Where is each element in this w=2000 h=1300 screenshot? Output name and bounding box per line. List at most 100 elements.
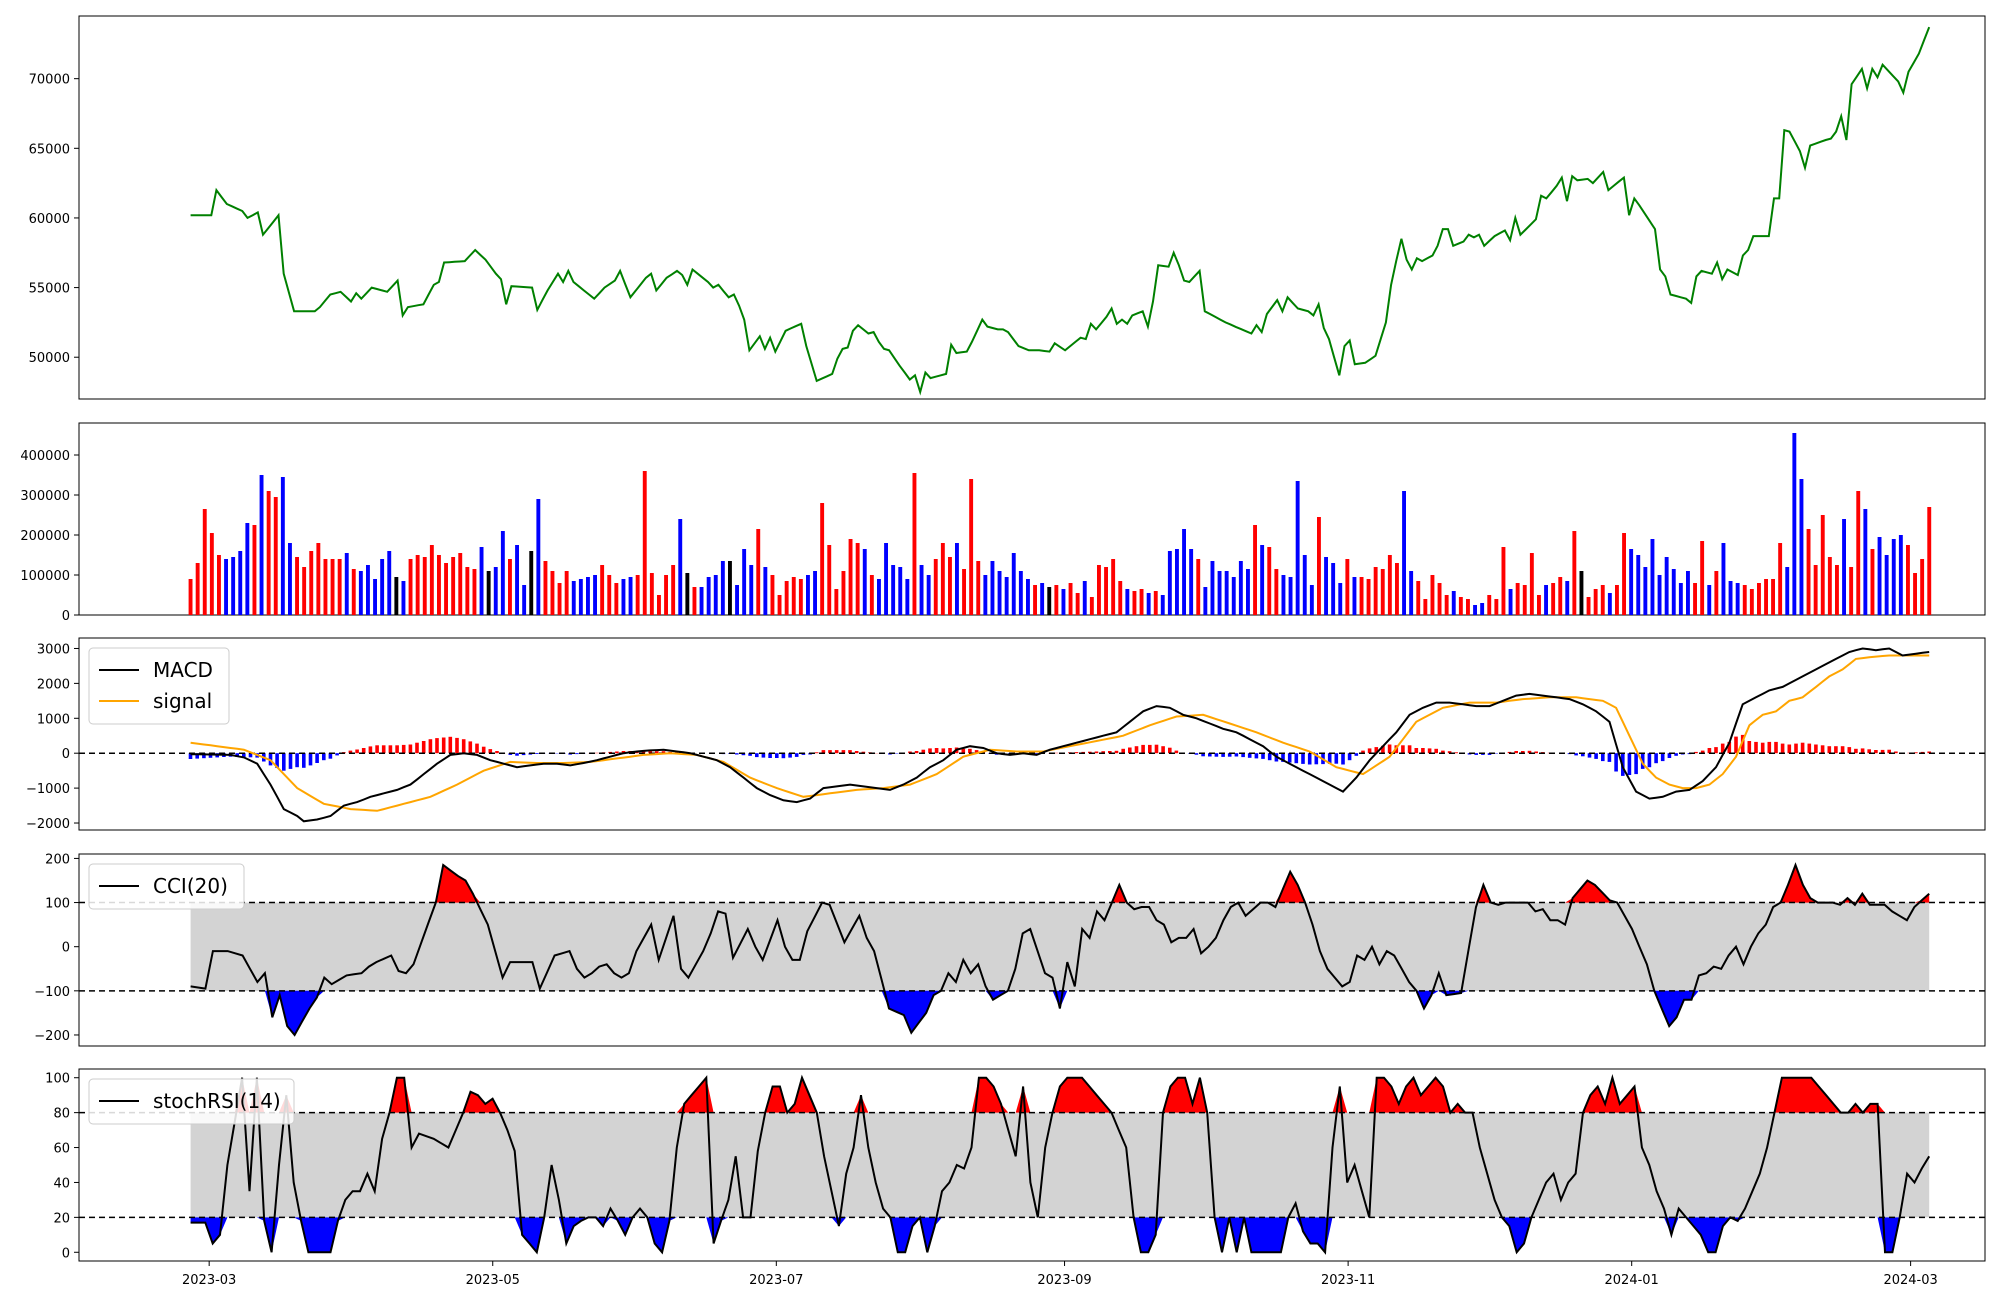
volume-bar bbox=[415, 555, 420, 615]
macd-histogram-bar bbox=[288, 753, 293, 769]
macd-histogram-bar bbox=[1074, 752, 1079, 754]
volume-bar bbox=[1274, 569, 1279, 615]
macd-histogram-bar bbox=[854, 751, 859, 754]
macd-histogram-bar bbox=[461, 739, 466, 754]
x-tick-label: 2024-03 bbox=[1883, 1273, 1937, 1288]
macd-histogram-bar bbox=[1441, 750, 1445, 754]
volume-bar bbox=[1281, 575, 1286, 615]
macd-histogram-bar bbox=[368, 746, 373, 754]
volume-bar bbox=[1359, 577, 1364, 615]
volume-bar bbox=[543, 561, 548, 615]
volume-bar bbox=[202, 509, 207, 615]
macd-histogram-bar bbox=[535, 753, 539, 754]
volume-bar bbox=[1054, 585, 1059, 615]
macd-histogram-bar bbox=[388, 745, 393, 754]
overbought-fill bbox=[234, 1077, 1885, 1113]
volume-bar bbox=[798, 579, 803, 615]
volume-bar bbox=[1082, 581, 1087, 615]
macd-histogram-bar bbox=[322, 753, 326, 761]
volume-bar bbox=[564, 571, 569, 615]
macd-histogram-bar bbox=[1401, 745, 1405, 754]
volume-bar bbox=[522, 585, 527, 615]
volume-bar bbox=[479, 547, 484, 615]
macd-histogram-bar bbox=[1101, 751, 1105, 754]
volume-bar bbox=[1686, 571, 1690, 615]
volume-bar bbox=[1558, 577, 1563, 615]
y-tick-label: 200000 bbox=[20, 529, 70, 544]
volume-bar bbox=[1373, 567, 1378, 615]
macd-histogram-bar bbox=[1860, 748, 1865, 754]
volume-bar bbox=[1402, 491, 1406, 615]
volume-bar bbox=[1515, 583, 1520, 615]
macd-histogram-bar bbox=[1254, 753, 1259, 759]
macd-histogram-bar bbox=[468, 741, 473, 754]
volume-bar bbox=[1728, 581, 1733, 615]
macd-histogram-bar bbox=[1700, 750, 1705, 754]
macd-histogram-bar bbox=[1521, 751, 1525, 754]
macd-histogram-bar bbox=[1634, 753, 1638, 775]
volume-bar bbox=[1260, 545, 1265, 615]
volume-bar bbox=[344, 553, 349, 615]
macd-histogram-bar bbox=[1847, 747, 1852, 754]
volume-bar bbox=[614, 583, 619, 615]
macd-histogram-bar bbox=[475, 743, 479, 754]
panel-frame bbox=[78, 1068, 1986, 1262]
y-tick-label: 20 bbox=[53, 1211, 70, 1226]
volume-bar bbox=[990, 561, 995, 615]
volume-bar bbox=[1004, 577, 1009, 615]
macd-histogram-bar bbox=[1134, 746, 1139, 754]
volume-bar bbox=[1444, 595, 1449, 615]
macd-histogram-bar bbox=[921, 749, 926, 754]
macd-histogram-bar bbox=[641, 751, 646, 754]
macd-histogram-bar bbox=[761, 753, 766, 758]
volume-bar bbox=[1898, 535, 1903, 615]
macd-histogram-bar bbox=[1820, 745, 1825, 754]
volume-bar bbox=[1650, 539, 1655, 615]
y-tick-label: 80 bbox=[53, 1107, 70, 1122]
volume-bar bbox=[529, 551, 534, 615]
volume-bar bbox=[458, 553, 463, 615]
x-tick-label: 2024-01 bbox=[1605, 1273, 1659, 1288]
macd-histogram-bar bbox=[428, 739, 433, 754]
macd-histogram-bar bbox=[1874, 750, 1878, 754]
volume-bar bbox=[678, 519, 683, 615]
macd-histogram-bar bbox=[1927, 751, 1931, 754]
volume-bar bbox=[217, 555, 221, 615]
volume-bar bbox=[806, 575, 810, 615]
volume-bar bbox=[380, 559, 385, 615]
volume-bar bbox=[1693, 583, 1697, 615]
macd-histogram-bar bbox=[1581, 753, 1585, 757]
macd-histogram-bar bbox=[1714, 747, 1718, 754]
volume-bar bbox=[1764, 579, 1768, 615]
volume-bar bbox=[1217, 571, 1222, 615]
macd-histogram-bar bbox=[1141, 744, 1145, 754]
macd-histogram-bar bbox=[961, 748, 966, 754]
volume-bar bbox=[273, 497, 278, 615]
macd-histogram-bar bbox=[1914, 752, 1918, 754]
volume-bar bbox=[784, 581, 789, 615]
macd-histogram-bar bbox=[1574, 753, 1578, 756]
volume-bar bbox=[969, 479, 974, 615]
macd-histogram-bar bbox=[1427, 748, 1432, 754]
macd-histogram-bar bbox=[1314, 753, 1319, 765]
macd-histogram-bar bbox=[615, 751, 619, 754]
x-tick-label: 2023-09 bbox=[1037, 1273, 1091, 1288]
y-tick-label: 40 bbox=[53, 1176, 70, 1191]
macd-histogram-bar bbox=[974, 750, 979, 754]
x-tick-label: 2023-05 bbox=[466, 1273, 520, 1288]
volume-bar bbox=[1097, 565, 1101, 615]
macd-histogram-bar bbox=[1108, 751, 1112, 754]
volume-bar bbox=[394, 577, 399, 615]
macd-histogram-bar bbox=[1607, 753, 1612, 762]
volume-bar bbox=[316, 543, 321, 615]
volume-bar bbox=[848, 539, 853, 615]
volume-bar bbox=[1167, 551, 1172, 615]
macd-histogram-bar bbox=[1241, 753, 1245, 758]
y-tick-label: 200 bbox=[45, 852, 70, 867]
volume-bar bbox=[1529, 553, 1534, 615]
volume-bar bbox=[1175, 549, 1179, 615]
macd-histogram-bar bbox=[1307, 753, 1312, 765]
y-tick-label: 70000 bbox=[29, 73, 70, 88]
volume-bar bbox=[1771, 579, 1775, 615]
volume-bar bbox=[1579, 571, 1584, 615]
